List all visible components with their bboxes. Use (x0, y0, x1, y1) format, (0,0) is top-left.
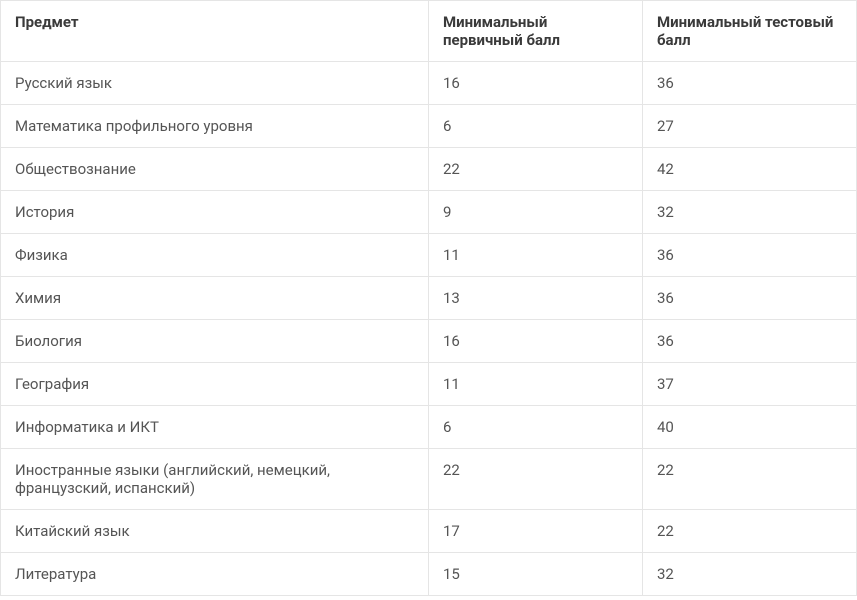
cell-primary: 16 (429, 320, 643, 363)
cell-test: 36 (643, 62, 857, 105)
cell-subject: Информатика и ИКТ (1, 406, 429, 449)
table-row: Физика 11 36 (1, 234, 857, 277)
cell-test: 36 (643, 320, 857, 363)
table-row: Иностранные языки (английский, немецкий,… (1, 449, 857, 510)
cell-test: 22 (643, 449, 857, 510)
table-header: Предмет Минимальный первичный балл Миним… (1, 1, 857, 62)
cell-subject: Обществознание (1, 148, 429, 191)
table-row: Китайский язык 17 22 (1, 510, 857, 553)
cell-primary: 16 (429, 62, 643, 105)
table-body: Русский язык 16 36 Математика профильног… (1, 62, 857, 596)
cell-subject: Физика (1, 234, 429, 277)
cell-primary: 6 (429, 406, 643, 449)
cell-subject: Китайский язык (1, 510, 429, 553)
cell-test: 32 (643, 191, 857, 234)
cell-subject: Математика профильного уровня (1, 105, 429, 148)
table-row: История 9 32 (1, 191, 857, 234)
cell-test: 36 (643, 277, 857, 320)
cell-subject: История (1, 191, 429, 234)
table-row: Математика профильного уровня 6 27 (1, 105, 857, 148)
cell-primary: 6 (429, 105, 643, 148)
cell-primary: 11 (429, 234, 643, 277)
cell-test: 40 (643, 406, 857, 449)
table-row: Информатика и ИКТ 6 40 (1, 406, 857, 449)
table-row: География 11 37 (1, 363, 857, 406)
cell-subject: Русский язык (1, 62, 429, 105)
cell-test: 32 (643, 553, 857, 596)
cell-subject: Химия (1, 277, 429, 320)
cell-subject: Иностранные языки (английский, немецкий,… (1, 449, 429, 510)
cell-subject: Литература (1, 553, 429, 596)
column-header-test: Минимальный тестовый балл (643, 1, 857, 62)
column-header-primary: Минимальный первичный балл (429, 1, 643, 62)
cell-test: 37 (643, 363, 857, 406)
cell-test: 22 (643, 510, 857, 553)
scores-table: Предмет Минимальный первичный балл Миним… (0, 0, 857, 596)
cell-primary: 13 (429, 277, 643, 320)
table-header-row: Предмет Минимальный первичный балл Миним… (1, 1, 857, 62)
table-row: Русский язык 16 36 (1, 62, 857, 105)
cell-primary: 15 (429, 553, 643, 596)
table-row: Биология 16 36 (1, 320, 857, 363)
column-header-subject: Предмет (1, 1, 429, 62)
cell-primary: 17 (429, 510, 643, 553)
cell-subject: Биология (1, 320, 429, 363)
cell-test: 36 (643, 234, 857, 277)
table-row: Химия 13 36 (1, 277, 857, 320)
cell-test: 42 (643, 148, 857, 191)
cell-subject: География (1, 363, 429, 406)
cell-test: 27 (643, 105, 857, 148)
cell-primary: 22 (429, 148, 643, 191)
cell-primary: 9 (429, 191, 643, 234)
cell-primary: 11 (429, 363, 643, 406)
cell-primary: 22 (429, 449, 643, 510)
table-row: Обществознание 22 42 (1, 148, 857, 191)
table-row: Литература 15 32 (1, 553, 857, 596)
